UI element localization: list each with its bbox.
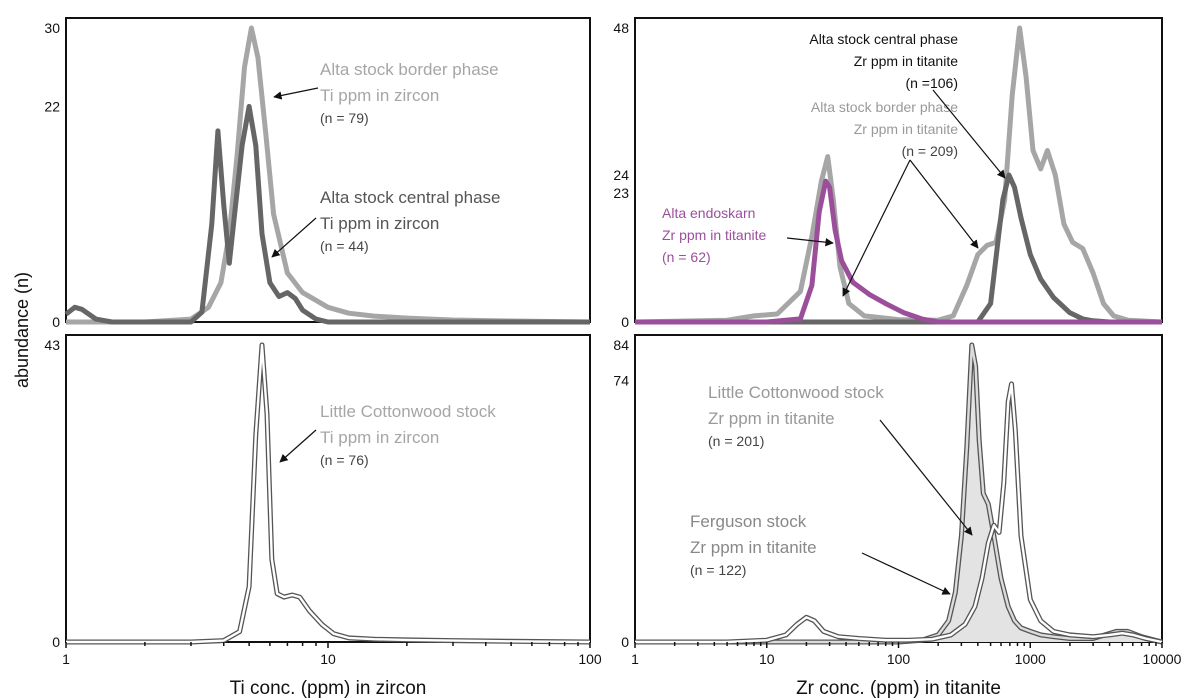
annotation-line: Little Cottonwood stock [708, 383, 884, 402]
annotation-line: Alta stock border phase [320, 60, 499, 79]
panel-frame [65, 17, 591, 323]
annotation-line: Alta stock central phase [320, 188, 500, 207]
annotation-count: (n = 62) [662, 249, 711, 265]
annotation-count: (n = 76) [320, 452, 369, 468]
y-tick-label: 0 [621, 634, 629, 650]
y-tick-label: 24 [613, 167, 629, 183]
series-line-1-0-inner [66, 343, 591, 644]
annotation-line: Little Cottonwood stock [320, 402, 496, 421]
x-tick-label: 1000 [1015, 651, 1046, 667]
y-tick-label: 74 [613, 372, 629, 388]
annotation-arrow [786, 237, 834, 247]
x-tick-label: 1 [62, 651, 70, 667]
annotation-count: (n = 79) [320, 110, 369, 126]
annotation-line: Ti ppm in zircon [320, 214, 439, 233]
annotation-line: Ti ppm in zircon [320, 86, 439, 105]
annotation-label: Little Cottonwood stock Zr ppm in titanit… [708, 383, 884, 449]
annotation-line: Zr ppm in titanite [708, 409, 835, 428]
x-tick-label: 10 [320, 651, 336, 667]
y-axis-label: abundance (n) [12, 272, 32, 388]
annotation-count: (n = 44) [320, 238, 369, 254]
y-tick-label: 43 [44, 337, 60, 353]
panel-frame [634, 17, 1163, 323]
series-line-3-1-inner [635, 382, 1163, 644]
annotation-count: (n = 209) [902, 143, 958, 159]
y-tick-label: 0 [52, 634, 60, 650]
annotation-arrow [909, 159, 979, 249]
annotation-arrow [932, 89, 1006, 179]
x-tick-label: 100 [578, 651, 602, 667]
series-line-3-0-inner [635, 343, 1163, 644]
y-tick-label: 0 [52, 314, 60, 330]
annotation-line: Alta endoskarn [662, 205, 755, 221]
y-tick-label: 30 [44, 20, 60, 36]
annotation-label: Alta stock central phase Ti ppm in zircon… [320, 188, 500, 254]
y-tick-label: 23 [613, 185, 629, 201]
annotation-arrow [279, 429, 317, 463]
x-tick-label: 100 [887, 651, 911, 667]
annotation-line: Zr ppm in titanite [662, 227, 766, 243]
annotation-arrow [861, 552, 951, 595]
y-tick-label: 48 [613, 20, 629, 36]
annotation-count: (n = 201) [708, 433, 764, 449]
y-tick-label: 22 [44, 98, 60, 114]
annotation-label: Alta stock border phase Zr ppm in titanit… [811, 99, 958, 159]
annotation-line: Ti ppm in zircon [320, 428, 439, 447]
annotation-arrow [273, 87, 319, 100]
x-tick-label: 10000 [1143, 651, 1182, 667]
y-tick-label: 0 [621, 314, 629, 330]
annotation-label: Alta stock central phase Zr ppm in titani… [809, 31, 958, 91]
annotation-label: Alta stock border phase Ti ppm in zircon (… [320, 60, 499, 126]
annotation-line: Zr ppm in titanite [854, 53, 958, 69]
annotation-arrow [271, 217, 317, 258]
annotation-line: Zr ppm in titanite [690, 538, 817, 557]
y-tick-label: 84 [613, 337, 629, 353]
annotation-count: (n = 122) [690, 562, 746, 578]
annotation-label: Little Cottonwood stock Ti ppm in zircon (… [320, 402, 496, 468]
annotation-line: Zr ppm in titanite [854, 121, 958, 137]
panel-frame [634, 334, 1163, 643]
annotation-count: (n =106) [905, 75, 958, 91]
x-tick-label: 1 [631, 651, 639, 667]
x-tick-label: 10 [759, 651, 775, 667]
series-line-0-0 [66, 25, 591, 325]
annotation-arrow [842, 159, 911, 297]
panel-frame [65, 334, 591, 643]
annotation-line: Alta stock border phase [811, 99, 958, 115]
annotation-line: Alta stock central phase [809, 31, 958, 47]
annotation-arrow [879, 419, 973, 536]
annotation-line: Ferguson stock [690, 512, 807, 531]
series-line-2-0 [634, 25, 1163, 325]
annotation-label: Ferguson stock Zr ppm in titanite (n = 122… [690, 512, 817, 578]
series-line-2-2 [635, 178, 1162, 325]
x-axis-label: Zr conc. (ppm) in titanite [796, 678, 1001, 699]
series-line-0-1 [64, 103, 590, 325]
x-axis-label: Ti conc. (ppm) in zircon [230, 678, 427, 699]
annotation-label: Alta endoskarn Zr ppm in titanite (n = 62) [662, 205, 766, 265]
